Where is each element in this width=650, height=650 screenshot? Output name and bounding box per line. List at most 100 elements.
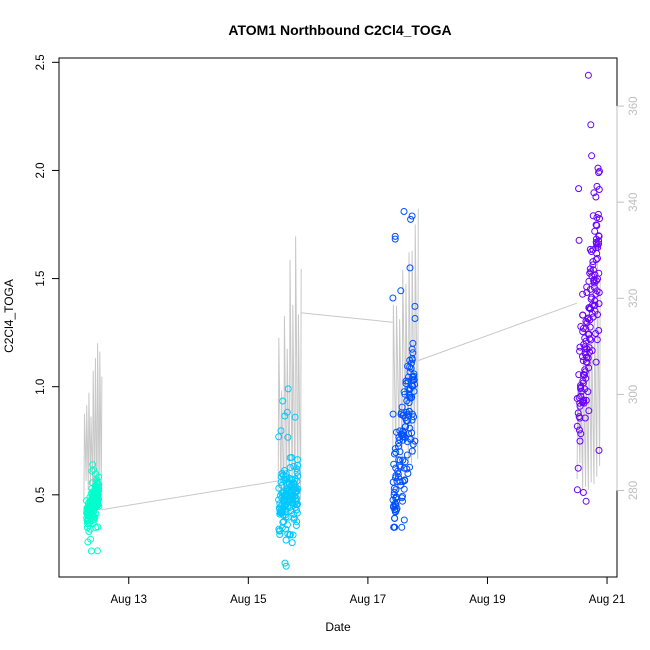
data-point bbox=[595, 300, 603, 308]
data-point bbox=[392, 501, 400, 508]
data-point bbox=[581, 414, 589, 422]
data-point bbox=[594, 164, 602, 172]
data-point bbox=[406, 386, 414, 394]
data-point bbox=[85, 528, 93, 535]
data-point bbox=[391, 232, 399, 240]
data-point bbox=[284, 521, 291, 529]
data-point bbox=[577, 382, 584, 389]
data-point bbox=[94, 547, 101, 555]
data-point bbox=[275, 433, 283, 441]
chart-title: ATOM1 Northbound C2Cl4_TOGA bbox=[228, 22, 451, 38]
data-point bbox=[392, 493, 400, 501]
data-point bbox=[585, 277, 593, 285]
data-point bbox=[581, 334, 589, 342]
data-point bbox=[592, 256, 600, 264]
data-point bbox=[581, 366, 589, 374]
data-point bbox=[585, 407, 593, 415]
data-point bbox=[391, 514, 399, 522]
data-point bbox=[292, 522, 300, 529]
data-point bbox=[594, 210, 602, 218]
data-point bbox=[401, 390, 409, 398]
data-point bbox=[586, 265, 594, 273]
data-point bbox=[592, 221, 600, 229]
data-point bbox=[584, 71, 592, 79]
data-point bbox=[399, 497, 406, 505]
data-point bbox=[579, 311, 587, 319]
data-point bbox=[575, 185, 583, 193]
data-point bbox=[408, 447, 416, 455]
y-tick-label: 0.5 bbox=[35, 487, 47, 503]
data-point bbox=[404, 470, 412, 477]
data-point bbox=[593, 222, 601, 229]
data-point bbox=[404, 362, 412, 370]
data-point bbox=[593, 182, 601, 190]
data-point bbox=[401, 476, 409, 484]
data-point bbox=[406, 424, 414, 432]
data-point bbox=[592, 277, 600, 285]
data-point bbox=[293, 509, 301, 517]
data-point bbox=[399, 433, 407, 441]
data-point bbox=[83, 524, 91, 532]
data-point bbox=[280, 476, 288, 484]
data-point bbox=[595, 269, 603, 277]
data-point bbox=[289, 531, 297, 539]
data-point bbox=[293, 494, 300, 502]
data-point bbox=[394, 470, 402, 478]
data-point bbox=[573, 486, 581, 494]
data-point bbox=[575, 371, 583, 379]
data-point bbox=[291, 413, 299, 421]
y2-tick-label: 300 bbox=[628, 385, 640, 404]
data-point bbox=[573, 422, 581, 430]
data-point bbox=[392, 449, 400, 456]
data-point bbox=[277, 509, 285, 516]
data-point bbox=[397, 287, 405, 295]
data-point bbox=[400, 208, 408, 215]
x-tick-label: Aug 15 bbox=[230, 594, 266, 606]
data-point bbox=[391, 523, 399, 531]
data-point bbox=[408, 429, 416, 437]
data-point bbox=[398, 403, 406, 411]
secondary-series bbox=[83, 208, 601, 511]
data-point bbox=[588, 272, 596, 280]
data-point bbox=[92, 490, 100, 498]
data-point bbox=[400, 516, 408, 524]
y-axis-label: C2Cl4_TOGA bbox=[2, 279, 16, 353]
data-point bbox=[282, 562, 290, 570]
data-point bbox=[84, 512, 92, 520]
data-point bbox=[582, 325, 590, 333]
data-point bbox=[395, 439, 403, 447]
data-point bbox=[592, 238, 600, 246]
data-point bbox=[88, 512, 96, 520]
data-point bbox=[579, 489, 587, 496]
data-point bbox=[577, 430, 585, 438]
data-point bbox=[294, 456, 301, 464]
y-tick-label: 2.0 bbox=[35, 162, 47, 178]
data-point bbox=[282, 508, 290, 516]
data-point bbox=[284, 433, 292, 441]
data-point bbox=[596, 167, 603, 175]
data-point bbox=[289, 494, 297, 502]
scatter-points bbox=[83, 71, 603, 570]
data-point bbox=[575, 426, 583, 434]
data-point bbox=[575, 236, 583, 244]
data-point bbox=[589, 301, 597, 309]
data-point bbox=[83, 505, 91, 513]
data-point bbox=[290, 483, 298, 491]
data-point bbox=[401, 458, 409, 466]
data-point bbox=[403, 451, 411, 459]
data-point bbox=[574, 464, 582, 472]
data-point bbox=[288, 490, 295, 498]
data-point bbox=[91, 503, 99, 511]
data-point bbox=[411, 302, 419, 310]
data-point bbox=[89, 501, 97, 509]
data-point bbox=[585, 364, 593, 372]
data-point bbox=[284, 478, 292, 486]
data-point bbox=[394, 467, 402, 475]
data-point bbox=[403, 465, 411, 473]
data-point bbox=[584, 354, 592, 362]
data-point bbox=[276, 531, 284, 538]
data-point bbox=[589, 266, 597, 274]
data-point bbox=[406, 264, 414, 272]
data-point bbox=[89, 461, 97, 469]
